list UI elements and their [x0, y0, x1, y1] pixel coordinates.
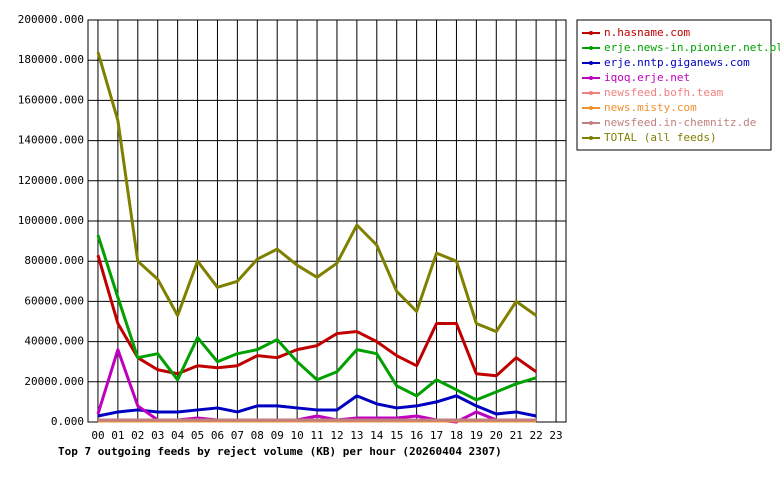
legend-marker: [589, 136, 593, 140]
y-tick-label: 0.000: [51, 415, 84, 428]
y-tick-label: 80000.000: [24, 254, 84, 267]
x-tick-label: 20: [490, 429, 503, 442]
legend-label: erje.nntp.giganews.com: [604, 56, 750, 69]
legend: [576, 19, 772, 151]
y-tick-label: 160000.000: [18, 93, 84, 106]
x-tick-label: 01: [111, 429, 124, 442]
y-tick-label: 180000.000: [18, 53, 84, 66]
y-tick-label: 200000.000: [18, 13, 84, 26]
x-tick-label: 10: [291, 429, 304, 442]
y-tick-label: 100000.000: [18, 214, 84, 227]
legend-marker: [589, 121, 593, 125]
x-tick-label: 02: [131, 429, 144, 442]
x-tick-label: 11: [310, 429, 323, 442]
y-tick-label: 60000.000: [24, 294, 84, 307]
x-tick-label: 17: [430, 429, 443, 442]
series-line: [96, 234, 537, 402]
legend-label: TOTAL (all feeds): [604, 131, 717, 144]
chart-title: Top 7 outgoing feeds by reject volume (K…: [58, 445, 502, 458]
x-tick-label: 16: [410, 429, 423, 442]
x-tick-label: 07: [231, 429, 244, 442]
y-tick-label: 40000.000: [24, 335, 84, 348]
x-tick-label: 21: [510, 429, 523, 442]
legend-label: iqoq.erje.net: [604, 71, 690, 84]
legend-label: newsfeed.in-chemnitz.de: [604, 116, 756, 129]
x-tick-label: 05: [191, 429, 204, 442]
legend-label: erje.news-in.pionier.net.pl: [604, 41, 780, 54]
legend-marker: [589, 106, 593, 110]
legend-marker: [589, 61, 593, 65]
x-tick-label: 04: [171, 429, 185, 442]
x-tick-label: 23: [549, 429, 562, 442]
legend-label: newsfeed.bofh.team: [604, 86, 724, 99]
series-line: [97, 394, 537, 418]
y-tick-label: 120000.000: [18, 174, 84, 187]
series-line: [96, 51, 537, 334]
legend-label: news.misty.com: [604, 101, 697, 114]
y-tick-label: 140000.000: [18, 134, 84, 147]
x-tick-label: 12: [330, 429, 343, 442]
x-tick-label: 14: [370, 429, 384, 442]
x-tick-label: 06: [211, 429, 224, 442]
legend-marker: [589, 46, 593, 50]
x-tick-label: 09: [271, 429, 284, 442]
x-tick-label: 08: [251, 429, 264, 442]
x-tick-label: 15: [390, 429, 403, 442]
x-tick-label: 19: [470, 429, 483, 442]
legend-marker: [589, 76, 593, 80]
x-tick-label: 03: [151, 429, 164, 442]
legend-marker: [589, 31, 593, 35]
legend-marker: [589, 91, 593, 95]
legend-label: n.hasname.com: [604, 26, 690, 39]
x-tick-label: 00: [91, 429, 104, 442]
y-tick-label: 20000.000: [24, 375, 84, 388]
x-tick-label: 13: [350, 429, 363, 442]
x-tick-label: 22: [530, 429, 543, 442]
x-tick-label: 18: [450, 429, 463, 442]
